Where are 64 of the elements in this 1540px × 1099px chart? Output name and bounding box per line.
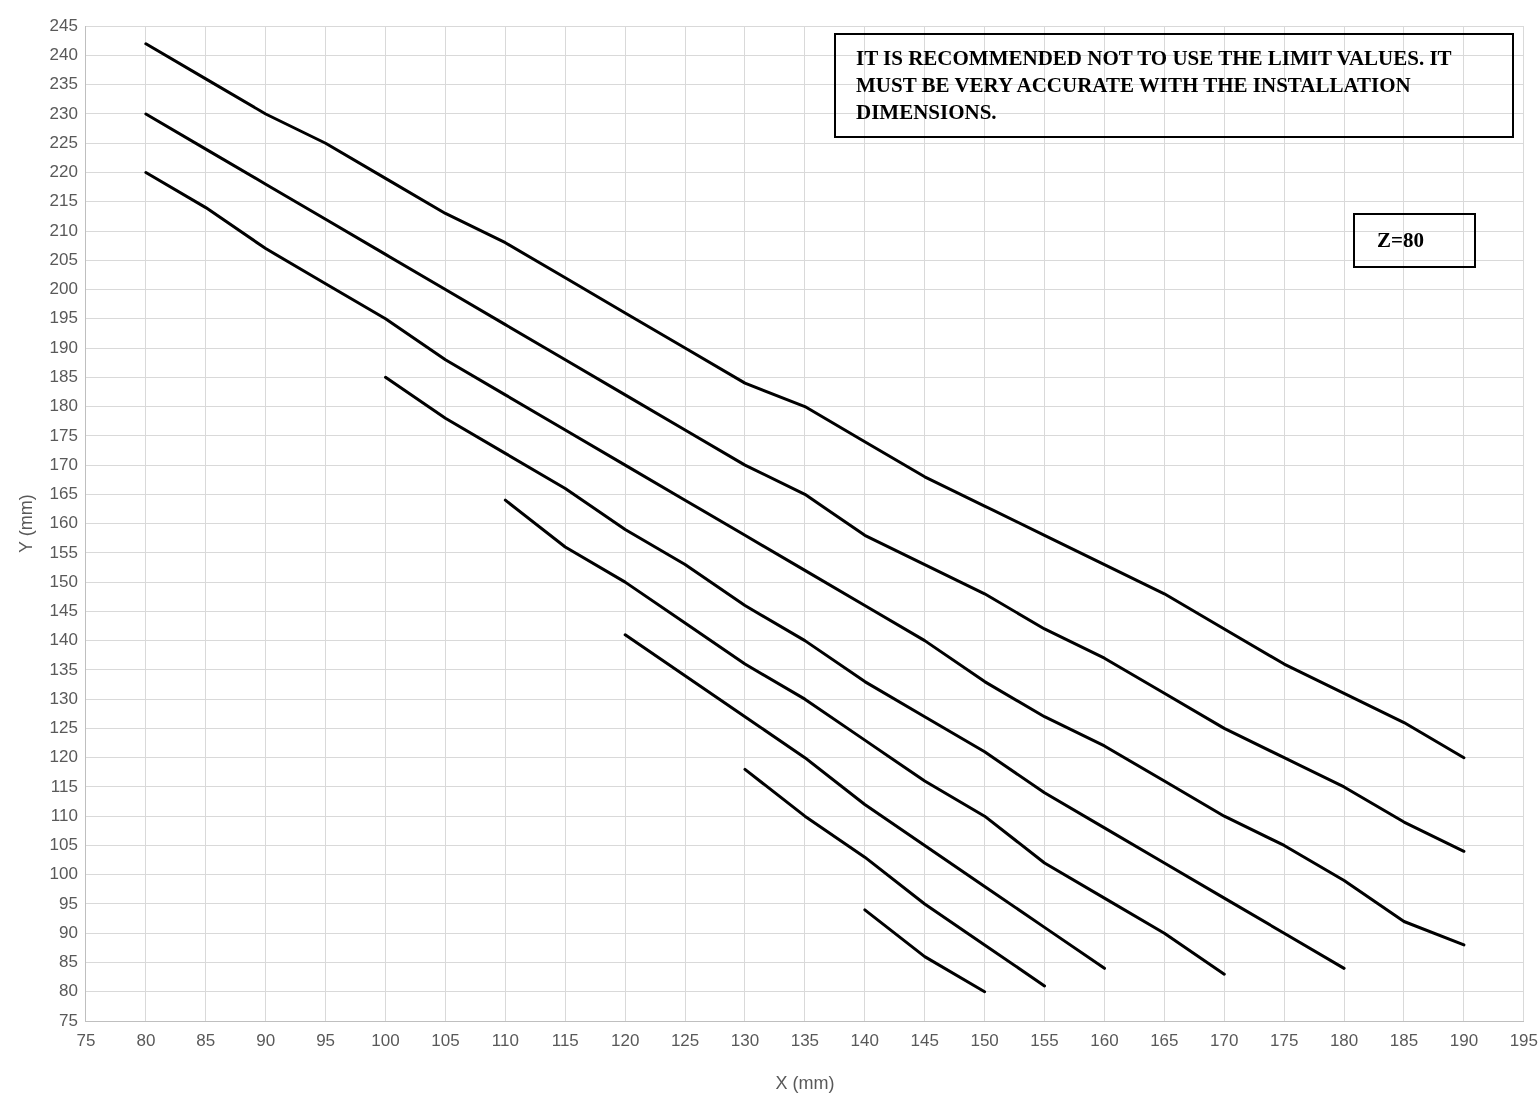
- y-tick-label: 175: [49, 425, 78, 445]
- x-tick-label: 95: [316, 1030, 336, 1050]
- y-tick-label: 190: [49, 337, 78, 357]
- y-tick-label: 130: [49, 688, 78, 708]
- x-tick-label: 85: [196, 1030, 216, 1050]
- y-tick-label: 155: [49, 542, 78, 562]
- y-tick-label: 200: [49, 279, 78, 299]
- y-tick-label: 135: [49, 659, 78, 679]
- x-tick-label: 185: [1389, 1030, 1419, 1050]
- x-tick-label: 105: [431, 1030, 460, 1050]
- x-tick-label: 165: [1150, 1030, 1179, 1050]
- x-tick-label: 190: [1449, 1030, 1479, 1050]
- y-tick-label: 180: [49, 396, 78, 416]
- y-tick-label: 80: [59, 981, 78, 1001]
- y-tick-label: 75: [59, 1010, 78, 1030]
- x-axis-title: X (mm): [775, 1073, 835, 1094]
- y-tick-label: 245: [49, 15, 78, 35]
- x-tick-label: 155: [1030, 1030, 1059, 1050]
- y-tick-label: 240: [49, 45, 78, 65]
- x-tick-label: 125: [670, 1030, 700, 1050]
- y-tick-label: 235: [49, 74, 78, 94]
- y-tick-label: 140: [49, 630, 78, 650]
- x-tick-label: 140: [850, 1030, 879, 1050]
- y-tick-label: 125: [49, 718, 78, 738]
- x-tick-label: 90: [256, 1030, 276, 1050]
- x-tick-label: 100: [371, 1030, 400, 1050]
- x-tick-label: 80: [136, 1030, 156, 1050]
- x-tick-label: 145: [910, 1030, 939, 1050]
- y-tick-label: 120: [49, 747, 78, 767]
- y-tick-label: 100: [49, 864, 78, 884]
- y-tick-label: 110: [50, 805, 78, 825]
- annotation: IT IS RECOMMENDED NOT TO USE THE LIMIT VALUES. IT MUST BE VERY ACCURATE WITH THE INSTALLATION DIMENSIONS.: [834, 33, 1514, 138]
- y-tick-label: 205: [49, 249, 78, 269]
- x-tick-label: 195: [1509, 1030, 1539, 1050]
- x-tick-label: 110: [491, 1030, 519, 1050]
- y-tick-label: 115: [50, 776, 78, 796]
- x-tick-label: 130: [730, 1030, 760, 1050]
- y-tick-label: 150: [49, 571, 78, 591]
- x-tick-label: 135: [790, 1030, 820, 1050]
- y-tick-label: 225: [49, 132, 78, 152]
- x-tick-label: 115: [551, 1030, 579, 1050]
- x-tick-label: 75: [76, 1030, 96, 1050]
- y-tick-label: 95: [59, 893, 78, 913]
- y-tick-label: 105: [49, 835, 78, 855]
- y-tick-label: 185: [49, 366, 78, 386]
- x-tick-label: 180: [1329, 1030, 1359, 1050]
- annotation: Z=80: [1353, 213, 1476, 268]
- x-tick-label: 160: [1090, 1030, 1119, 1050]
- y-tick-label: 145: [49, 601, 78, 621]
- y-tick-label: 85: [59, 952, 78, 972]
- y-tick-label: 210: [49, 220, 78, 240]
- x-tick-label: 150: [970, 1030, 999, 1050]
- y-axis-title: Y (mm): [15, 494, 36, 553]
- x-tick-label: 170: [1210, 1030, 1239, 1050]
- y-tick-label: 165: [49, 484, 78, 504]
- x-tick-label: 175: [1269, 1030, 1299, 1050]
- y-tick-label: 220: [49, 162, 78, 182]
- x-tick-label: 120: [610, 1030, 640, 1050]
- y-tick-label: 90: [59, 922, 78, 942]
- y-tick-label: 230: [49, 103, 78, 123]
- y-tick-label: 160: [49, 513, 78, 533]
- y-tick-label: 215: [49, 191, 78, 211]
- y-tick-label: 195: [49, 308, 78, 328]
- y-tick-label: 170: [49, 454, 78, 474]
